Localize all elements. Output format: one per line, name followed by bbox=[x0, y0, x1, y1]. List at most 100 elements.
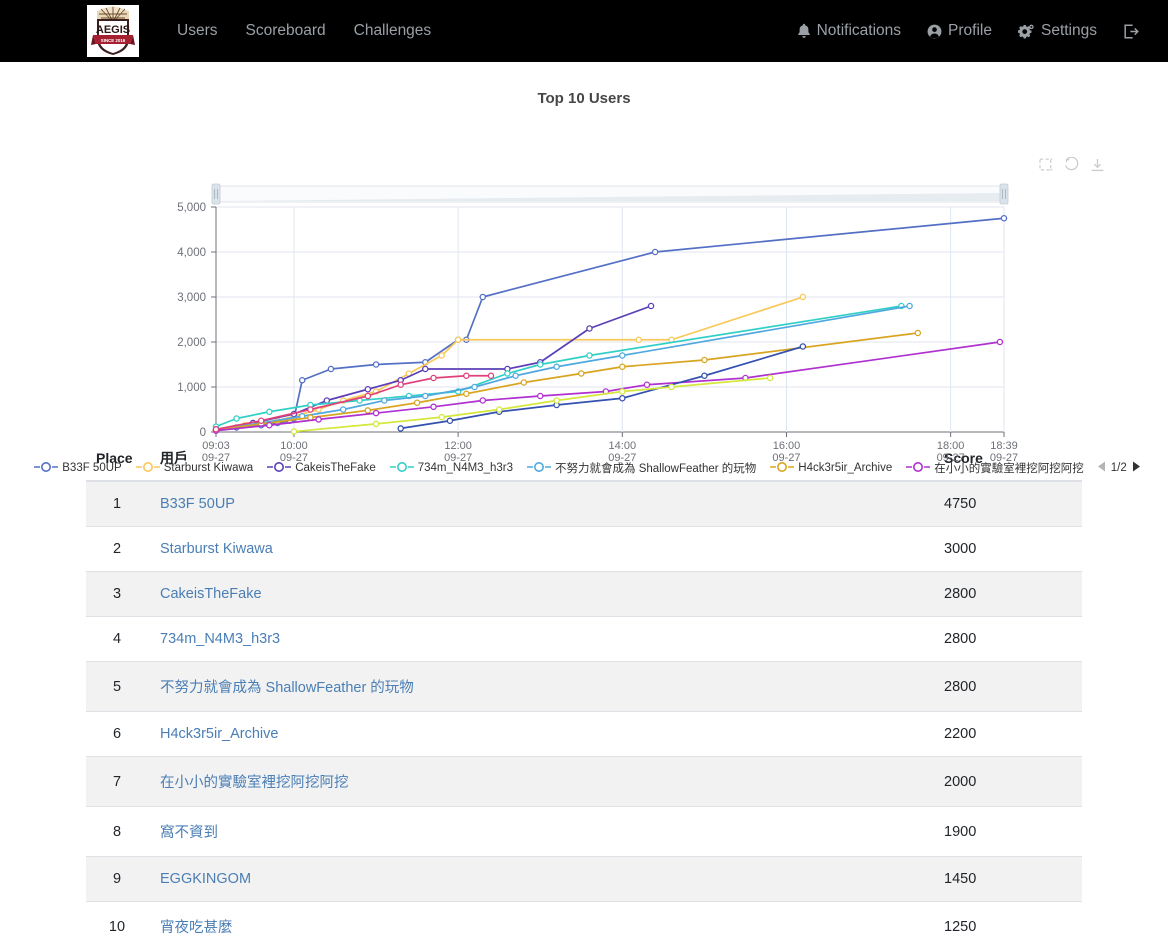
legend-item-3[interactable]: 734m_N4M3_h3r3 bbox=[383, 461, 520, 476]
cell-score: 4750 bbox=[932, 481, 1082, 527]
legend-prev-icon[interactable] bbox=[1097, 461, 1106, 475]
cell-score: 3000 bbox=[932, 527, 1082, 572]
user-link[interactable]: 宵夜吃甚麼 bbox=[160, 920, 233, 936]
svg-text:3,000: 3,000 bbox=[177, 292, 206, 304]
legend-label: 在小小的實驗室裡挖阿挖阿挖 bbox=[934, 460, 1084, 476]
user-link[interactable]: 窩不資到 bbox=[160, 825, 218, 841]
legend-pagination: 1/2 bbox=[1097, 461, 1141, 475]
svg-text:1,000: 1,000 bbox=[177, 382, 206, 394]
legend-next-icon[interactable] bbox=[1132, 461, 1141, 475]
table-row: 4 734m_N4M3_h3r3 2800 bbox=[86, 617, 1082, 662]
nav-settings-label: Settings bbox=[1041, 22, 1097, 40]
legend-marker-icon bbox=[527, 461, 551, 476]
nav-profile[interactable]: Profile bbox=[914, 14, 1005, 48]
legend-label: 不努力就會成為 ShallowFeather 的玩物 bbox=[555, 460, 756, 476]
restore-icon[interactable] bbox=[1063, 157, 1080, 174]
cell-user: Starburst Kiwawa bbox=[148, 527, 932, 572]
svg-text:5,000: 5,000 bbox=[177, 202, 206, 214]
cell-user: EGGKINGOM bbox=[148, 857, 932, 902]
cell-score: 2800 bbox=[932, 572, 1082, 617]
user-link[interactable]: H4ck3r5ir_Archive bbox=[160, 726, 278, 742]
svg-text:AEGIS: AEGIS bbox=[96, 24, 130, 36]
legend-marker-icon bbox=[136, 461, 160, 476]
cell-score: 1900 bbox=[932, 807, 1082, 857]
cell-score: 1250 bbox=[932, 902, 1082, 951]
chart-legend: B33F 50UP Starburst Kiwawa CakeisTheFake… bbox=[0, 460, 1168, 476]
legend-item-6[interactable]: 在小小的實驗室裡挖阿挖阿挖 bbox=[899, 460, 1091, 476]
nav-notifications[interactable]: Notifications bbox=[784, 14, 914, 48]
cell-score: 2800 bbox=[932, 662, 1082, 712]
legend-item-2[interactable]: CakeisTheFake bbox=[260, 461, 383, 476]
primary-nav: Users Scoreboard Challenges bbox=[163, 14, 445, 48]
cell-user: 不努力就會成為 ShallowFeather 的玩物 bbox=[148, 662, 932, 712]
user-link[interactable]: EGGKINGOM bbox=[160, 871, 251, 887]
legend-label: CakeisTheFake bbox=[295, 462, 376, 474]
data-zoom-icon[interactable] bbox=[1037, 157, 1054, 174]
logout-icon bbox=[1123, 24, 1139, 39]
chart-title: Top 10 Users bbox=[0, 78, 1168, 107]
cell-place: 6 bbox=[86, 712, 148, 757]
nav-link-scoreboard[interactable]: Scoreboard bbox=[231, 14, 339, 48]
cell-place: 4 bbox=[86, 617, 148, 662]
nav-profile-label: Profile bbox=[948, 22, 992, 40]
user-link[interactable]: 在小小的實驗室裡挖阿挖阿挖 bbox=[160, 775, 349, 791]
cell-score: 2000 bbox=[932, 757, 1082, 807]
nav-settings[interactable]: Settings bbox=[1005, 14, 1110, 48]
cell-place: 9 bbox=[86, 857, 148, 902]
user-link[interactable]: B33F 50UP bbox=[160, 496, 235, 512]
legend-item-1[interactable]: Starburst Kiwawa bbox=[129, 461, 260, 476]
user-link[interactable]: CakeisTheFake bbox=[160, 586, 262, 602]
table-row: 6 H4ck3r5ir_Archive 2200 bbox=[86, 712, 1082, 757]
top-navbar: AEGIS SINCE 2016 Users Scoreboard Challe… bbox=[0, 0, 1168, 62]
cell-user: B33F 50UP bbox=[148, 481, 932, 527]
legend-label: B33F 50UP bbox=[62, 462, 121, 474]
legend-item-0[interactable]: B33F 50UP bbox=[27, 461, 128, 476]
legend-marker-icon bbox=[770, 461, 794, 476]
bell-icon bbox=[797, 23, 811, 39]
nav-notifications-label: Notifications bbox=[817, 22, 901, 40]
cell-user: 在小小的實驗室裡挖阿挖阿挖 bbox=[148, 757, 932, 807]
cell-place: 8 bbox=[86, 807, 148, 857]
legend-marker-icon bbox=[267, 461, 291, 476]
svg-text:4,000: 4,000 bbox=[177, 247, 206, 259]
legend-marker-icon bbox=[390, 461, 414, 476]
cell-user: 窩不資到 bbox=[148, 807, 932, 857]
cell-user: CakeisTheFake bbox=[148, 572, 932, 617]
aegis-crest-icon: AEGIS SINCE 2016 bbox=[87, 5, 139, 57]
legend-item-4[interactable]: 不努力就會成為 ShallowFeather 的玩物 bbox=[520, 460, 763, 476]
legend-page-indicator: 1/2 bbox=[1111, 462, 1127, 474]
user-link[interactable]: 734m_N4M3_h3r3 bbox=[160, 631, 280, 647]
svg-text:2,000: 2,000 bbox=[177, 337, 206, 349]
cell-place: 3 bbox=[86, 572, 148, 617]
user-link[interactable]: Starburst Kiwawa bbox=[160, 541, 273, 557]
table-row: 2 Starburst Kiwawa 3000 bbox=[86, 527, 1082, 572]
chart-svg: 01,0002,0003,0004,0005,00009:0309-2710:0… bbox=[0, 62, 1168, 462]
save-image-icon[interactable] bbox=[1089, 157, 1106, 174]
legend-marker-icon bbox=[906, 461, 930, 476]
cell-place: 2 bbox=[86, 527, 148, 572]
user-circle-icon bbox=[927, 24, 942, 39]
cell-user: H4ck3r5ir_Archive bbox=[148, 712, 932, 757]
nav-logout[interactable] bbox=[1110, 16, 1152, 47]
cell-score: 2200 bbox=[932, 712, 1082, 757]
legend-label: H4ck3r5ir_Archive bbox=[798, 462, 892, 474]
cell-place: 7 bbox=[86, 757, 148, 807]
nav-link-users[interactable]: Users bbox=[163, 14, 231, 48]
cell-score: 2800 bbox=[932, 617, 1082, 662]
table-row: 3 CakeisTheFake 2800 bbox=[86, 572, 1082, 617]
table-row: 7 在小小的實驗室裡挖阿挖阿挖 2000 bbox=[86, 757, 1082, 807]
legend-item-5[interactable]: H4ck3r5ir_Archive bbox=[763, 461, 899, 476]
cell-user: 734m_N4M3_h3r3 bbox=[148, 617, 932, 662]
cell-user: 宵夜吃甚麼 bbox=[148, 902, 932, 951]
user-link[interactable]: 不努力就會成為 ShallowFeather 的玩物 bbox=[160, 680, 414, 696]
nav-link-challenges[interactable]: Challenges bbox=[340, 14, 446, 48]
cell-place: 5 bbox=[86, 662, 148, 712]
brand-logo[interactable]: AEGIS SINCE 2016 bbox=[85, 3, 141, 59]
cell-place: 10 bbox=[86, 902, 148, 951]
gear-icon bbox=[1018, 24, 1035, 39]
